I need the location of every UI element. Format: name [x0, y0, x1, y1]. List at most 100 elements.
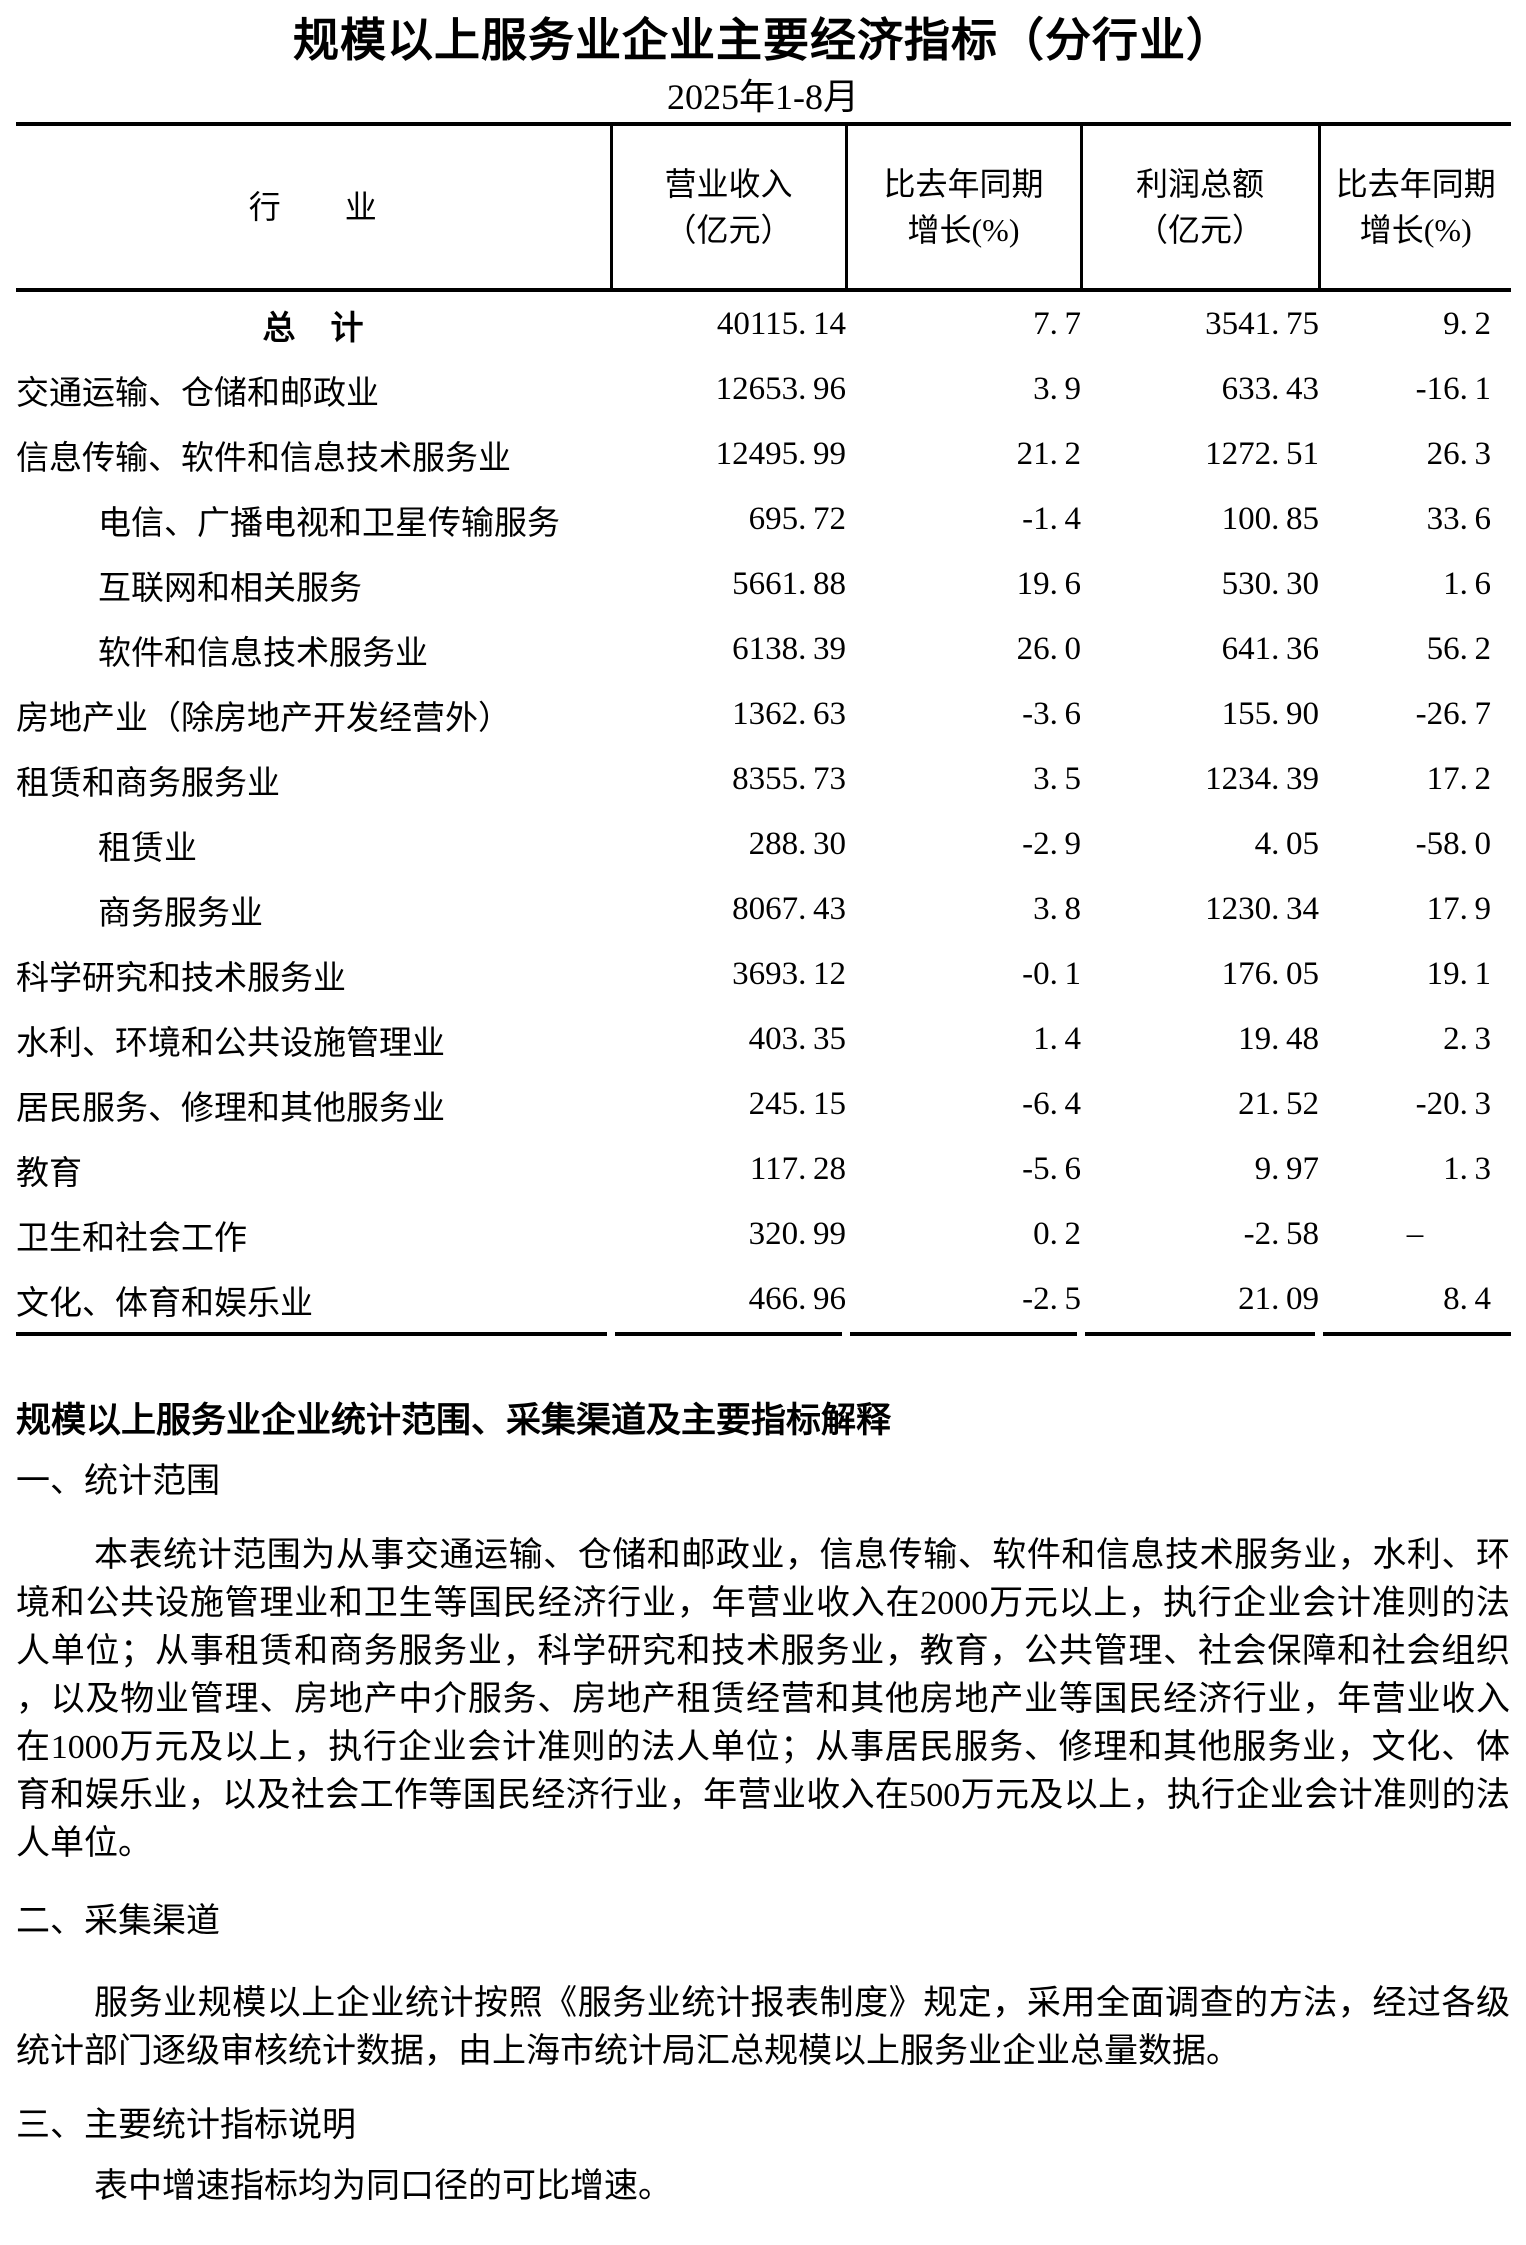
bottom-border-segment — [1085, 1332, 1315, 1336]
profit-cell: 633. 43 — [1221, 371, 1319, 407]
profit-growth-cell: 9. 2 — [1443, 306, 1491, 342]
profit-growth-cell: -16. 1 — [1415, 371, 1491, 407]
revenue-growth-cell: -2. 9 — [1022, 826, 1081, 862]
profit-cell: 3541. 75 — [1205, 306, 1319, 342]
bottom-border-segment — [615, 1332, 842, 1336]
revenue-cell: 12495. 99 — [715, 436, 846, 472]
table-row: 居民服务、修理和其他服务业 245. 15 -6. 4 21. 52 -20. 3 — [16, 1072, 1511, 1137]
table-row: 总 计 40115. 14 7. 7 3541. 75 9. 2 — [16, 290, 1511, 357]
col-header-profit: 利润总额 （亿元） — [1079, 124, 1319, 292]
revenue-cell: 466. 96 — [748, 1281, 846, 1317]
col-header-revenue: 营业收入 （亿元） — [609, 124, 846, 292]
notes-section: 规模以上服务业企业统计范围、采集渠道及主要指标解释 一、统计范围 本表统计范围为… — [16, 1398, 1510, 2211]
revenue-cell: 8355. 73 — [732, 761, 846, 797]
table-row: 信息传输、软件和信息技术服务业 12495. 99 21. 2 1272. 51 26.… — [16, 422, 1511, 487]
profit-growth-cell: 1. 3 — [1443, 1151, 1491, 1187]
revenue-cell: 1362. 63 — [732, 696, 846, 732]
revenue-growth-cell: 19. 6 — [1016, 566, 1081, 602]
revenue-cell: 12653. 96 — [715, 371, 846, 407]
profit-growth-cell: 2. 3 — [1443, 1021, 1491, 1057]
row-label: 商务服务业 — [98, 895, 263, 932]
row-label: 租赁和商务服务业 — [16, 765, 280, 802]
profit-cell: 19. 48 — [1238, 1021, 1319, 1057]
col-header-industry: 行 业 — [16, 124, 611, 292]
revenue-growth-cell: 0. 2 — [1033, 1216, 1081, 1252]
revenue-cell: 695. 72 — [748, 501, 846, 537]
profit-cell: 1272. 51 — [1205, 436, 1319, 472]
table-row: 教育 117. 28 -5. 6 9. 97 1. 3 — [16, 1137, 1511, 1202]
row-label: 软件和信息技术服务业 — [98, 635, 428, 672]
page-subtitle: 2025年1-8月 — [667, 77, 859, 117]
revenue-cell: 8067. 43 — [732, 891, 846, 927]
revenue-cell: 403. 35 — [748, 1021, 846, 1057]
row-label: 交通运输、仓储和邮政业 — [16, 375, 379, 412]
economic-indicators-table: 行 业 营业收入 （亿元） 比去年同期 增长(%) 利润总额 （亿元） 比去年同… — [16, 122, 1511, 1332]
section-paragraph-scope: 本表统计范围为从事交通运输、仓储和邮政业，信息传输、软件和信息技术服务业，水利、… — [16, 1537, 1510, 1862]
row-label: 电信、广播电视和卫星传输服务 — [98, 505, 560, 542]
bottom-border-segment — [1323, 1332, 1511, 1336]
profit-growth-cell: 56. 2 — [1426, 631, 1491, 667]
profit-cell: 530. 30 — [1221, 566, 1319, 602]
section-title-indicators: 三、主要统计指标说明 — [16, 2107, 356, 2144]
profit-cell: 9. 97 — [1254, 1151, 1319, 1187]
revenue-growth-cell: -3. 6 — [1022, 696, 1081, 732]
revenue-cell: 117. 28 — [749, 1151, 846, 1187]
revenue-growth-cell: -6. 4 — [1022, 1086, 1081, 1122]
revenue-growth-cell: 1. 4 — [1033, 1021, 1081, 1057]
revenue-growth-cell: 3. 8 — [1033, 891, 1081, 927]
profit-cell: 176. 05 — [1221, 956, 1319, 992]
table-header-row: 行 业 营业收入 （亿元） 比去年同期 增长(%) 利润总额 （亿元） 比去年同… — [16, 124, 1511, 292]
revenue-growth-cell: 7. 7 — [1033, 306, 1081, 342]
profit-cell: 4. 05 — [1254, 826, 1319, 862]
table-row: 租赁业 288. 30 -2. 9 4. 05 -58. 0 — [16, 812, 1511, 877]
col-header-profit-growth: 比去年同期 增长(%) — [1317, 124, 1511, 292]
bottom-border-segment — [850, 1332, 1077, 1336]
profit-cell: 21. 52 — [1238, 1086, 1319, 1122]
revenue-cell: 245. 15 — [748, 1086, 846, 1122]
profit-cell: -2. 58 — [1243, 1216, 1319, 1252]
profit-cell: 1234. 39 — [1205, 761, 1319, 797]
section-paragraph-indicators: 表中增速指标均为同口径的可比增速。 — [94, 2168, 672, 2205]
row-label: 互联网和相关服务 — [98, 570, 362, 607]
row-label: 教育 — [16, 1155, 82, 1192]
table-row: 水利、环境和公共设施管理业 403. 35 1. 4 19. 48 2. 3 — [16, 1007, 1511, 1072]
profit-cell: 641. 36 — [1221, 631, 1319, 667]
profit-growth-cell: 33. 6 — [1426, 501, 1491, 537]
revenue-cell: 3693. 12 — [732, 956, 846, 992]
table-body: 总 计 40115. 14 7. 7 3541. 75 9. 2 交通运输、仓储和邮政业 1… — [16, 290, 1511, 1332]
row-label: 租赁业 — [98, 830, 197, 867]
revenue-cell: 40115. 14 — [716, 306, 846, 342]
revenue-growth-cell: 26. 0 — [1016, 631, 1081, 667]
profit-cell: 21. 09 — [1238, 1281, 1319, 1317]
table-row: 软件和信息技术服务业 6138. 39 26. 0 641. 36 56. 2 — [16, 617, 1511, 682]
section-paragraph-collection: 服务业规模以上企业统计按照《服务业统计报表制度》规定，采用全面调查的方法，经过各… — [16, 1985, 1510, 2070]
profit-growth-cell: -26. 7 — [1415, 696, 1491, 732]
profit-growth-cell: -20. 3 — [1415, 1086, 1491, 1122]
row-label: 信息传输、软件和信息技术服务业 — [16, 440, 511, 477]
revenue-growth-cell: 21. 2 — [1016, 436, 1081, 472]
revenue-growth-cell: 3. 5 — [1033, 761, 1081, 797]
profit-growth-cell: 26. 3 — [1426, 436, 1491, 472]
row-label: 科学研究和技术服务业 — [16, 960, 346, 997]
revenue-cell: 320. 99 — [748, 1216, 846, 1252]
profit-growth-cell: -58. 0 — [1415, 826, 1491, 862]
col-header-revenue-growth: 比去年同期 增长(%) — [844, 124, 1081, 292]
profit-growth-cell: – — [1406, 1216, 1424, 1252]
revenue-growth-cell: -0. 1 — [1022, 956, 1081, 992]
row-label: 房地产业（除房地产开发经营外） — [16, 700, 511, 737]
bottom-border-segment — [16, 1332, 607, 1336]
row-label: 卫生和社会工作 — [16, 1220, 247, 1257]
table-row: 互联网和相关服务 5661. 88 19. 6 530. 30 1. 6 — [16, 552, 1511, 617]
revenue-growth-cell: 3. 9 — [1033, 371, 1081, 407]
notes-heading: 规模以上服务业企业统计范围、采集渠道及主要指标解释 — [16, 1401, 892, 1440]
indicators-table-wrap: 行 业 营业收入 （亿元） 比去年同期 增长(%) 利润总额 （亿元） 比去年同… — [16, 122, 1511, 1336]
revenue-cell: 5661. 88 — [732, 566, 846, 602]
row-label: 居民服务、修理和其他服务业 — [16, 1090, 445, 1127]
revenue-growth-cell: -1. 4 — [1022, 501, 1081, 537]
table-bottom-border — [16, 1332, 1511, 1336]
profit-growth-cell: 17. 2 — [1426, 761, 1491, 797]
table-row: 租赁和商务服务业 8355. 73 3. 5 1234. 39 17. 2 — [16, 747, 1511, 812]
table-row: 科学研究和技术服务业 3693. 12 -0. 1 176. 05 19. 1 — [16, 942, 1511, 1007]
row-label: 总 计 — [262, 310, 365, 347]
revenue-cell: 6138. 39 — [732, 631, 846, 667]
